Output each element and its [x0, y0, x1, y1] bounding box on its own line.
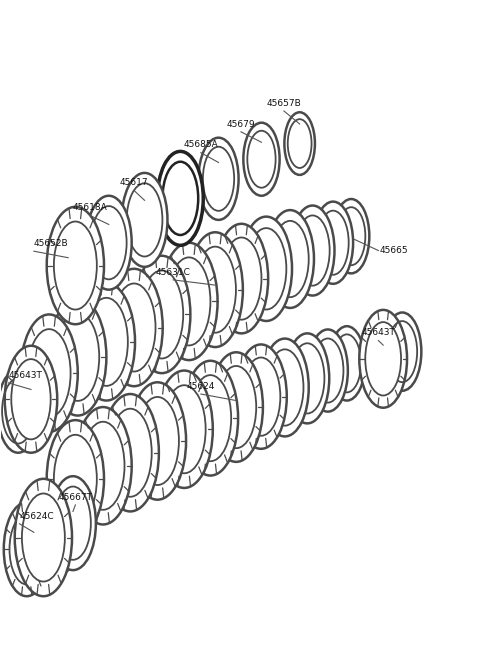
Ellipse shape [221, 238, 262, 320]
Ellipse shape [333, 334, 361, 392]
Ellipse shape [50, 476, 96, 570]
Ellipse shape [190, 375, 231, 461]
Ellipse shape [241, 358, 280, 436]
Ellipse shape [285, 333, 329, 423]
Ellipse shape [156, 371, 213, 488]
Text: 45617: 45617 [120, 178, 148, 187]
Ellipse shape [163, 162, 198, 235]
Ellipse shape [383, 312, 421, 391]
Ellipse shape [85, 298, 128, 386]
Ellipse shape [129, 383, 186, 500]
Ellipse shape [157, 151, 203, 246]
Ellipse shape [136, 397, 179, 485]
Ellipse shape [82, 422, 124, 510]
Ellipse shape [47, 420, 104, 538]
Ellipse shape [387, 321, 417, 382]
Text: 45685A: 45685A [183, 140, 218, 149]
Ellipse shape [188, 233, 243, 347]
Ellipse shape [261, 339, 309, 436]
Text: 45657B: 45657B [266, 99, 301, 107]
Ellipse shape [160, 243, 217, 360]
Ellipse shape [183, 361, 238, 476]
Ellipse shape [54, 435, 97, 523]
Text: 45631C: 45631C [156, 268, 191, 276]
Ellipse shape [216, 366, 256, 448]
Text: 45624C: 45624C [20, 512, 54, 521]
Ellipse shape [4, 502, 49, 596]
Ellipse shape [78, 283, 135, 401]
Ellipse shape [47, 207, 104, 324]
Ellipse shape [313, 202, 353, 284]
Ellipse shape [102, 394, 159, 512]
Text: 45624: 45624 [187, 382, 215, 391]
Ellipse shape [246, 228, 287, 310]
Ellipse shape [12, 359, 51, 440]
Ellipse shape [15, 479, 72, 596]
Ellipse shape [54, 221, 97, 310]
Ellipse shape [203, 147, 234, 211]
Text: 45643T: 45643T [361, 328, 396, 337]
Ellipse shape [106, 269, 163, 386]
Ellipse shape [22, 493, 65, 582]
Ellipse shape [37, 494, 78, 576]
Ellipse shape [308, 329, 348, 411]
Ellipse shape [2, 379, 34, 443]
Ellipse shape [209, 352, 263, 462]
Ellipse shape [109, 409, 152, 496]
Ellipse shape [288, 119, 312, 168]
Text: 45618A: 45618A [72, 203, 107, 212]
Ellipse shape [243, 122, 280, 196]
Ellipse shape [140, 271, 183, 358]
Ellipse shape [333, 199, 369, 273]
Ellipse shape [215, 224, 268, 333]
Ellipse shape [337, 207, 365, 265]
Ellipse shape [5, 346, 57, 453]
Text: 45665: 45665 [380, 246, 408, 255]
Ellipse shape [235, 345, 287, 449]
Ellipse shape [329, 326, 365, 401]
Ellipse shape [113, 284, 156, 371]
Ellipse shape [168, 257, 210, 345]
Ellipse shape [266, 210, 314, 308]
Ellipse shape [21, 314, 78, 432]
Ellipse shape [312, 339, 344, 403]
Ellipse shape [133, 255, 191, 373]
Text: 45652B: 45652B [34, 239, 69, 248]
Ellipse shape [86, 196, 132, 290]
Ellipse shape [10, 514, 44, 584]
Text: 45679: 45679 [227, 120, 255, 128]
Ellipse shape [127, 183, 162, 257]
Ellipse shape [199, 138, 239, 220]
Ellipse shape [317, 211, 348, 274]
Ellipse shape [295, 215, 330, 286]
Ellipse shape [55, 487, 91, 560]
Ellipse shape [365, 322, 401, 396]
Ellipse shape [121, 173, 168, 267]
Ellipse shape [74, 407, 132, 525]
Ellipse shape [247, 131, 276, 188]
Text: 45643T: 45643T [9, 371, 42, 380]
Ellipse shape [49, 298, 107, 415]
Text: 45667T: 45667T [59, 493, 92, 502]
Ellipse shape [194, 247, 236, 333]
Ellipse shape [91, 206, 127, 279]
Ellipse shape [28, 329, 71, 417]
Ellipse shape [240, 217, 292, 321]
Ellipse shape [290, 206, 335, 295]
Ellipse shape [266, 349, 303, 426]
Ellipse shape [56, 313, 99, 401]
Ellipse shape [0, 369, 38, 453]
Ellipse shape [272, 221, 309, 297]
Ellipse shape [290, 343, 324, 413]
Ellipse shape [284, 112, 315, 175]
Ellipse shape [360, 310, 407, 407]
Ellipse shape [163, 385, 205, 474]
Ellipse shape [42, 503, 73, 567]
